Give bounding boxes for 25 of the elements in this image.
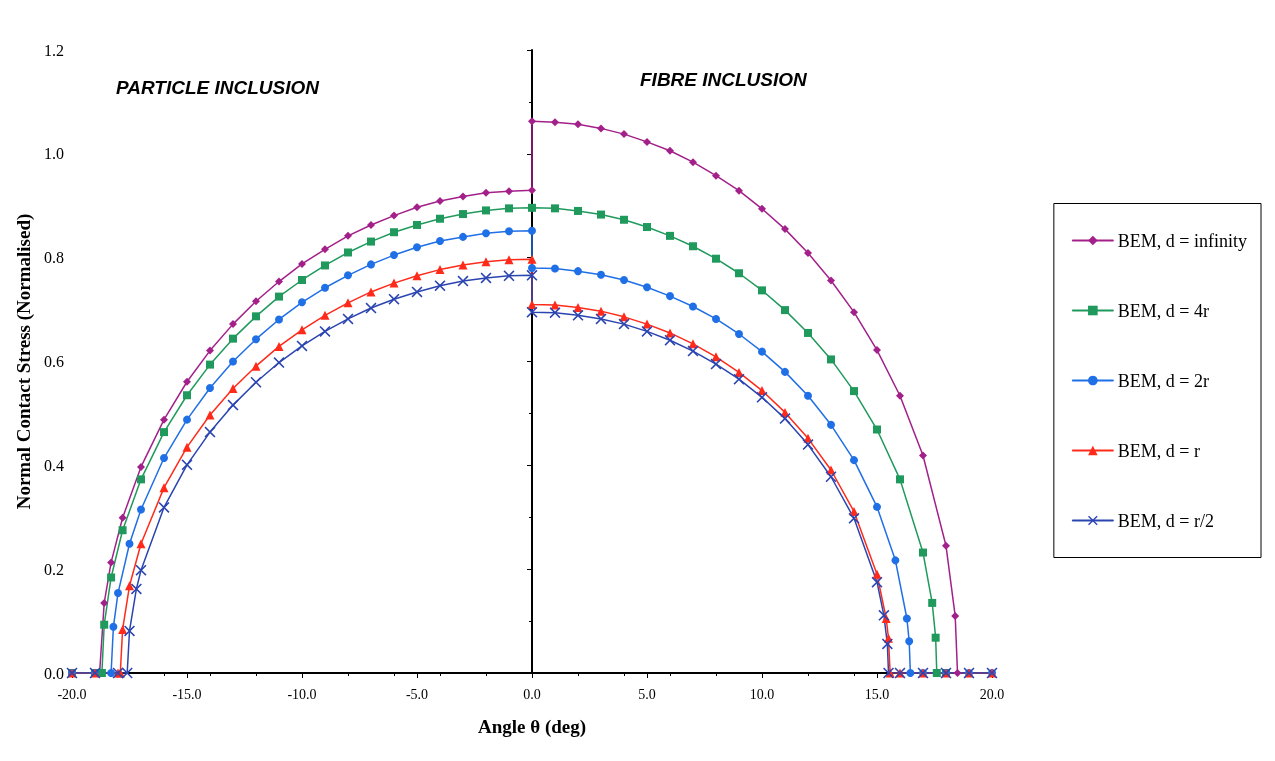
x-axis-title: Angle θ (deg) [477,716,587,738]
y-tick-label: 0.2 [44,560,64,578]
y-tick-label: 0.8 [44,249,64,267]
legend-label: BEM, d = r/2 [1117,510,1214,531]
y-tick-label: 0.6 [44,353,64,370]
x-tick-label: 0.0 [523,686,541,702]
y-tick-label: 0.4 [44,456,64,474]
legend-label: BEM, d = r [1117,440,1200,461]
x-tick-label: 15.0 [864,686,890,702]
x-tick-label: -10.0 [287,686,317,702]
x-tick-label: -15.0 [172,686,202,702]
x-tick-label: 5.0 [638,686,656,702]
y-tick-label: 1.2 [44,41,64,59]
annotation: PARTICLE INCLUSION [116,77,321,98]
x-tick-label: -5.0 [405,686,429,702]
annotation: FIBRE INCLUSION [640,69,809,90]
legend-label: BEM, d = infinity [1117,230,1247,251]
x-tick-label: 10.0 [749,686,775,702]
y-tick-label: 1.0 [44,145,64,163]
legend-label: BEM, d = 4r [1117,300,1209,321]
y-tick-label: 0.0 [44,664,64,682]
y-axis-title: Normal Contact Stress (Normalised) [13,213,36,510]
legend-label: BEM, d = 2r [1117,370,1209,391]
x-tick-label: -20.0 [57,686,87,702]
x-tick-label: 20.0 [979,686,1005,702]
